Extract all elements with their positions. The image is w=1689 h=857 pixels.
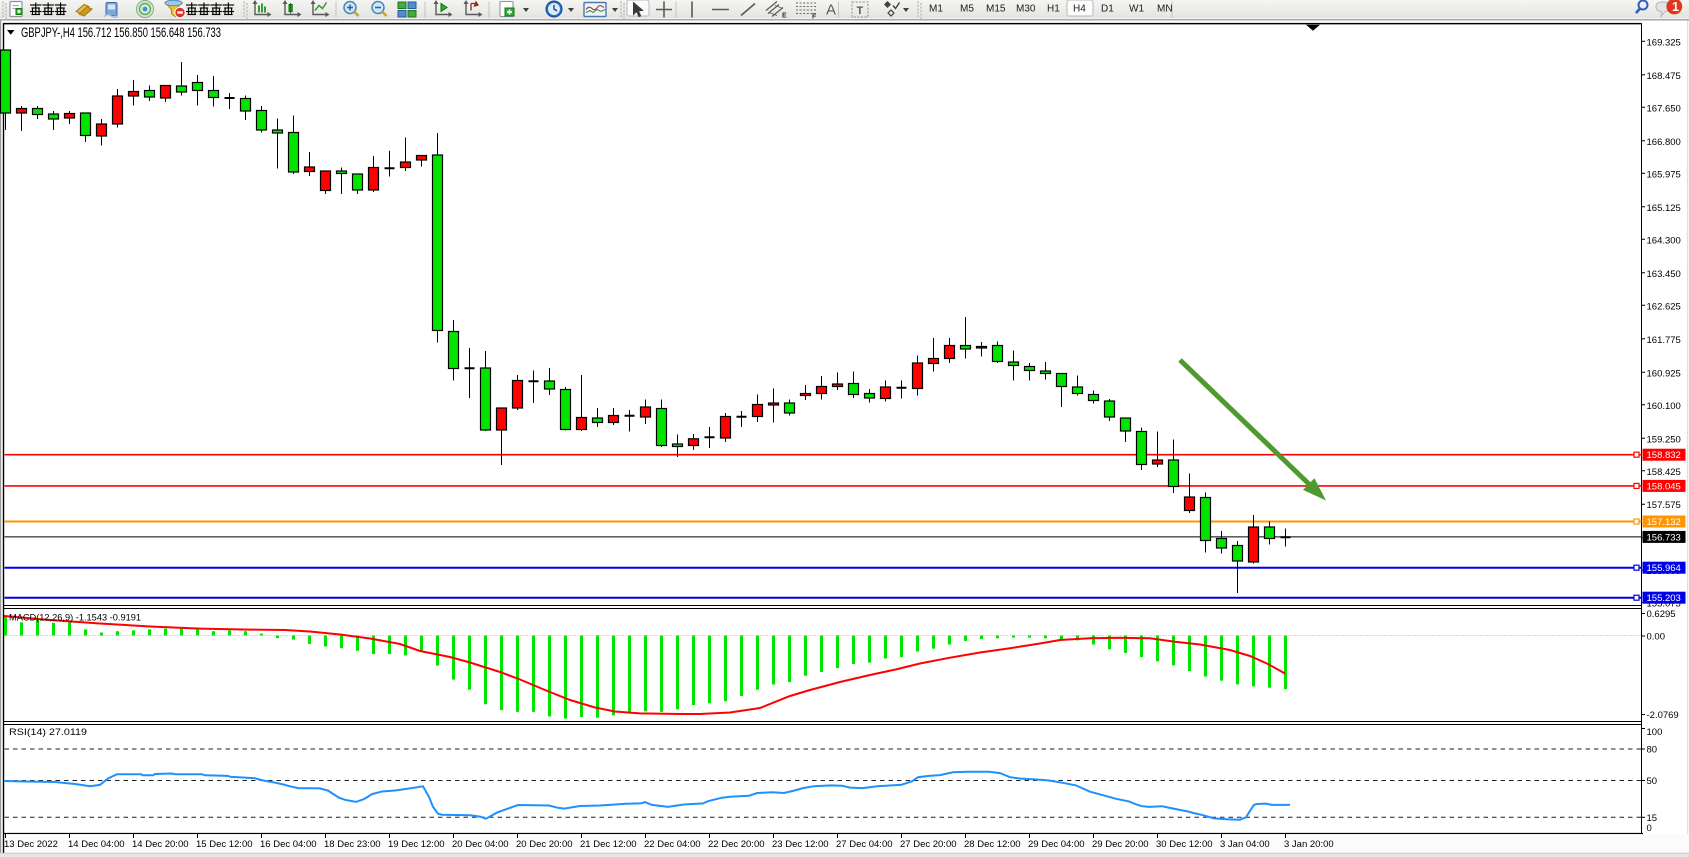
svg-text:21 Dec 12:00: 21 Dec 12:00 <box>580 839 637 850</box>
svg-text:-2.0769: -2.0769 <box>1647 710 1679 721</box>
svg-text:29 Dec 04:00: 29 Dec 04:00 <box>1028 839 1085 850</box>
svg-text:18 Dec 23:00: 18 Dec 23:00 <box>324 839 381 850</box>
svg-text:157.575: 157.575 <box>1647 500 1681 511</box>
svg-text:155.075: 155.075 <box>1647 599 1681 610</box>
svg-text:166.800: 166.800 <box>1647 137 1681 148</box>
svg-text:155.203: 155.203 <box>1647 593 1681 604</box>
svg-text:E: E <box>782 13 787 20</box>
svg-text:H4: H4 <box>1073 4 1086 15</box>
svg-text:80: 80 <box>1647 745 1658 756</box>
svg-text:0: 0 <box>1647 823 1652 834</box>
svg-text:D1: D1 <box>1101 4 1114 15</box>
svg-text:RSI(14) 27.0119: RSI(14) 27.0119 <box>9 727 87 738</box>
svg-text:GBPJPY-,H4 156.712 156.850 15: GBPJPY-,H4 156.712 156.850 156.648 156.7… <box>21 25 221 40</box>
svg-text:M15: M15 <box>986 4 1006 15</box>
svg-text:15: 15 <box>1647 813 1658 824</box>
svg-text:160.925: 160.925 <box>1647 368 1681 379</box>
svg-text:22 Dec 04:00: 22 Dec 04:00 <box>644 839 701 850</box>
svg-text:161.775: 161.775 <box>1647 335 1681 346</box>
svg-text:0.6295: 0.6295 <box>1647 609 1676 620</box>
svg-text:F: F <box>812 14 817 21</box>
svg-text:3 Jan 04:00: 3 Jan 04:00 <box>1220 839 1270 850</box>
svg-text:164.300: 164.300 <box>1647 235 1681 246</box>
svg-text:W1: W1 <box>1129 4 1144 15</box>
svg-text:160.100: 160.100 <box>1647 401 1681 412</box>
svg-text:MN: MN <box>1157 4 1173 15</box>
svg-text:MACD(12,26,9) -1.1543 -0.9191: MACD(12,26,9) -1.1543 -0.9191 <box>9 613 141 624</box>
svg-text:T: T <box>857 5 864 17</box>
svg-text:A: A <box>826 2 836 19</box>
svg-text:13 Dec 2022: 13 Dec 2022 <box>4 839 58 850</box>
svg-text:M5: M5 <box>960 4 974 15</box>
svg-text:158.045: 158.045 <box>1647 481 1681 492</box>
svg-text:M1: M1 <box>929 4 943 15</box>
svg-text:14 Dec 20:00: 14 Dec 20:00 <box>132 839 189 850</box>
svg-text:20 Dec 04:00: 20 Dec 04:00 <box>452 839 509 850</box>
svg-text:16 Dec 04:00: 16 Dec 04:00 <box>260 839 317 850</box>
svg-text:165.125: 165.125 <box>1647 203 1681 214</box>
svg-text:157.132: 157.132 <box>1647 517 1681 528</box>
svg-text:19 Dec 12:00: 19 Dec 12:00 <box>388 839 445 850</box>
svg-text:0.00: 0.00 <box>1647 632 1666 643</box>
svg-text:20 Dec 20:00: 20 Dec 20:00 <box>516 839 573 850</box>
svg-text:23 Dec 12:00: 23 Dec 12:00 <box>772 839 829 850</box>
svg-text:162.625: 162.625 <box>1647 301 1681 312</box>
svg-text:163.450: 163.450 <box>1647 269 1681 280</box>
svg-text:50: 50 <box>1647 776 1658 787</box>
svg-text:100: 100 <box>1647 727 1663 738</box>
svg-text:27 Dec 20:00: 27 Dec 20:00 <box>900 839 957 850</box>
svg-text:30 Dec 12:00: 30 Dec 12:00 <box>1156 839 1213 850</box>
svg-text:29 Dec 20:00: 29 Dec 20:00 <box>1092 839 1149 850</box>
svg-text:159.250: 159.250 <box>1647 434 1681 445</box>
svg-text:M30: M30 <box>1016 4 1036 15</box>
svg-text:3 Jan 20:00: 3 Jan 20:00 <box>1284 839 1334 850</box>
svg-text:169.325: 169.325 <box>1647 37 1681 48</box>
svg-text:27 Dec 04:00: 27 Dec 04:00 <box>836 839 893 850</box>
svg-text:167.650: 167.650 <box>1647 103 1681 114</box>
svg-text:156.733: 156.733 <box>1647 532 1681 543</box>
svg-text:168.475: 168.475 <box>1647 71 1681 82</box>
svg-text:158.832: 158.832 <box>1647 450 1681 461</box>
svg-text:155.964: 155.964 <box>1647 563 1681 574</box>
svg-text:28 Dec 12:00: 28 Dec 12:00 <box>964 839 1021 850</box>
svg-text:14 Dec 04:00: 14 Dec 04:00 <box>68 839 125 850</box>
svg-text:1: 1 <box>1672 0 1679 14</box>
svg-text:22 Dec 20:00: 22 Dec 20:00 <box>708 839 765 850</box>
svg-text:158.425: 158.425 <box>1647 467 1681 478</box>
svg-text:15 Dec 12:00: 15 Dec 12:00 <box>196 839 253 850</box>
svg-text:H1: H1 <box>1047 4 1060 15</box>
svg-text:165.975: 165.975 <box>1647 169 1681 180</box>
